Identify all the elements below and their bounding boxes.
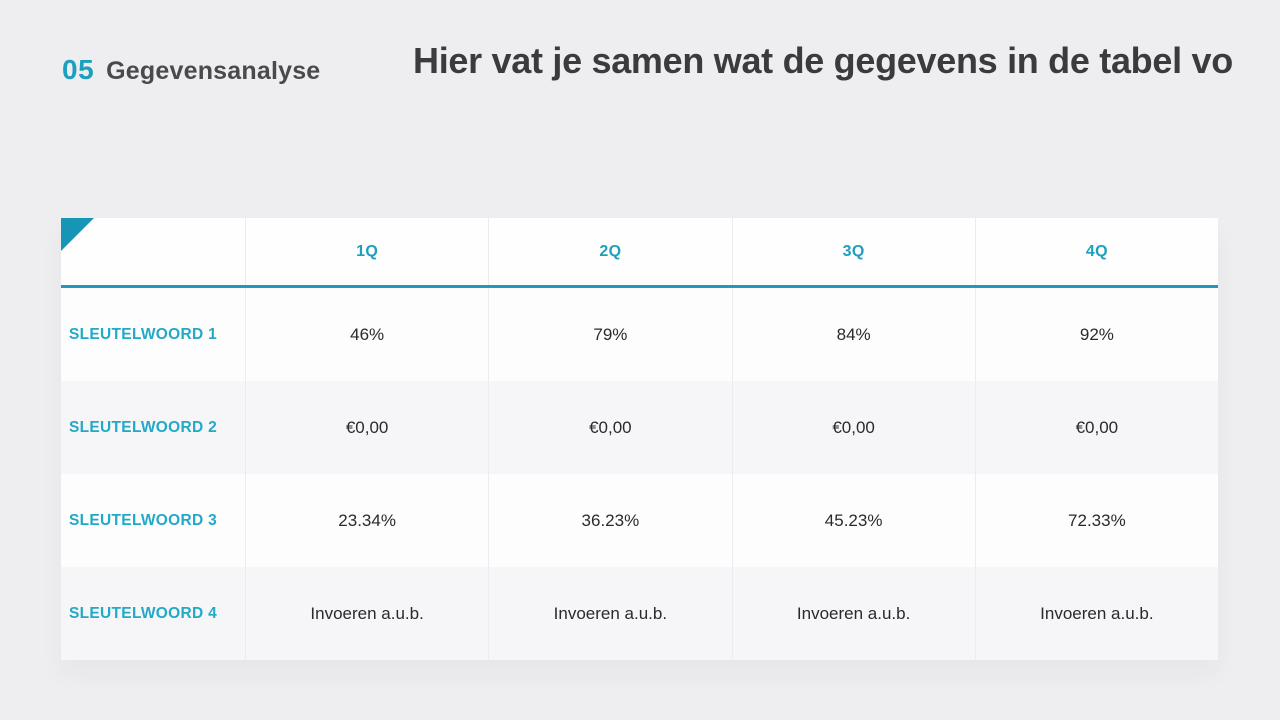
row-label[interactable]: SLEUTELWOORD 2	[69, 418, 218, 436]
row-label[interactable]: SLEUTELWOORD 4	[69, 604, 218, 622]
column-header-1q: 1Q	[245, 218, 488, 285]
table-row: SLEUTELWOORD 3 23.34% 36.23% 45.23% 72.3…	[61, 474, 1218, 567]
table-cell[interactable]: €0,00	[245, 381, 488, 474]
table-cell[interactable]: €0,00	[974, 381, 1218, 474]
data-table: 1Q 2Q 3Q 4Q SLEUTELWOORD 1 46% 79% 84% 9…	[61, 218, 1218, 660]
slide-title: Hier vat je samen wat de gegevens in de …	[413, 40, 1233, 81]
table-cell[interactable]: €0,00	[731, 381, 975, 474]
table-cell[interactable]: Invoeren a.u.b.	[488, 567, 731, 660]
section-number: 05	[62, 54, 95, 85]
table-cell[interactable]: 72.33%	[974, 474, 1218, 567]
section-label: Gegevensanalyse	[106, 57, 321, 85]
table-row: SLEUTELWOORD 4 Invoeren a.u.b. Invoeren …	[61, 567, 1218, 660]
table-row: SLEUTELWOORD 2 €0,00 €0,00 €0,00 €0,00	[61, 381, 1218, 474]
table-cell[interactable]: Invoeren a.u.b.	[974, 567, 1218, 660]
table-cell[interactable]: Invoeren a.u.b.	[245, 567, 488, 660]
row-label[interactable]: SLEUTELWOORD 1	[69, 325, 218, 343]
table-cell[interactable]: Invoeren a.u.b.	[731, 567, 975, 660]
table-cell[interactable]: 45.23%	[731, 474, 975, 567]
section-kicker: 05 Gegevensanalyse	[62, 54, 320, 86]
table-cell[interactable]: 84%	[731, 288, 975, 381]
table-cell[interactable]: 23.34%	[245, 474, 488, 567]
table-cell[interactable]: €0,00	[488, 381, 731, 474]
table-cell[interactable]: 36.23%	[488, 474, 731, 567]
corner-accent-triangle-icon	[61, 218, 94, 251]
table-header-row: 1Q 2Q 3Q 4Q	[61, 218, 1218, 288]
table-cell[interactable]: 46%	[245, 288, 488, 381]
column-header-2q: 2Q	[488, 218, 731, 285]
table-cell[interactable]: 92%	[974, 288, 1218, 381]
table-cell[interactable]: 79%	[488, 288, 731, 381]
column-header-4q: 4Q	[974, 218, 1218, 285]
table-row: SLEUTELWOORD 1 46% 79% 84% 92%	[61, 288, 1218, 381]
column-header-3q: 3Q	[731, 218, 975, 285]
row-label[interactable]: SLEUTELWOORD 3	[69, 511, 218, 529]
